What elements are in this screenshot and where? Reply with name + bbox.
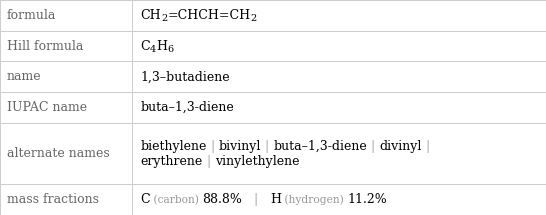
Text: 4: 4 bbox=[150, 45, 156, 54]
Text: alternate names: alternate names bbox=[7, 147, 109, 160]
Text: vinylethylene: vinylethylene bbox=[215, 155, 299, 167]
Text: 6: 6 bbox=[167, 45, 173, 54]
Text: (carbon): (carbon) bbox=[150, 195, 203, 205]
Text: formula: formula bbox=[7, 9, 56, 22]
Text: buta–1,3-diene: buta–1,3-diene bbox=[140, 101, 234, 114]
Text: 88.8%: 88.8% bbox=[203, 193, 242, 206]
Text: name: name bbox=[7, 70, 41, 83]
Text: biethylene: biethylene bbox=[140, 140, 207, 153]
Text: erythrene: erythrene bbox=[140, 155, 203, 167]
Text: |: | bbox=[422, 140, 434, 153]
Text: 11.2%: 11.2% bbox=[348, 193, 388, 206]
Text: |: | bbox=[367, 140, 379, 153]
Text: H: H bbox=[156, 40, 167, 53]
Text: bivinyl: bivinyl bbox=[219, 140, 262, 153]
Text: =CHCH=CH: =CHCH=CH bbox=[167, 9, 250, 22]
Text: (hydrogen): (hydrogen) bbox=[281, 195, 348, 205]
Text: mass fractions: mass fractions bbox=[7, 193, 98, 206]
Text: H: H bbox=[270, 193, 281, 206]
Text: buta–1,3-diene: buta–1,3-diene bbox=[274, 140, 367, 153]
Text: divinyl: divinyl bbox=[379, 140, 422, 153]
Text: IUPAC name: IUPAC name bbox=[7, 101, 87, 114]
Text: C: C bbox=[140, 193, 150, 206]
Text: |: | bbox=[242, 193, 270, 206]
Text: 2: 2 bbox=[250, 14, 257, 23]
Text: |: | bbox=[207, 140, 219, 153]
Text: 1,3–butadiene: 1,3–butadiene bbox=[140, 70, 230, 83]
Text: |: | bbox=[262, 140, 274, 153]
Text: |: | bbox=[203, 155, 215, 167]
Text: Hill formula: Hill formula bbox=[7, 40, 83, 53]
Text: 2: 2 bbox=[161, 14, 167, 23]
Text: CH: CH bbox=[140, 9, 161, 22]
Text: C: C bbox=[140, 40, 150, 53]
